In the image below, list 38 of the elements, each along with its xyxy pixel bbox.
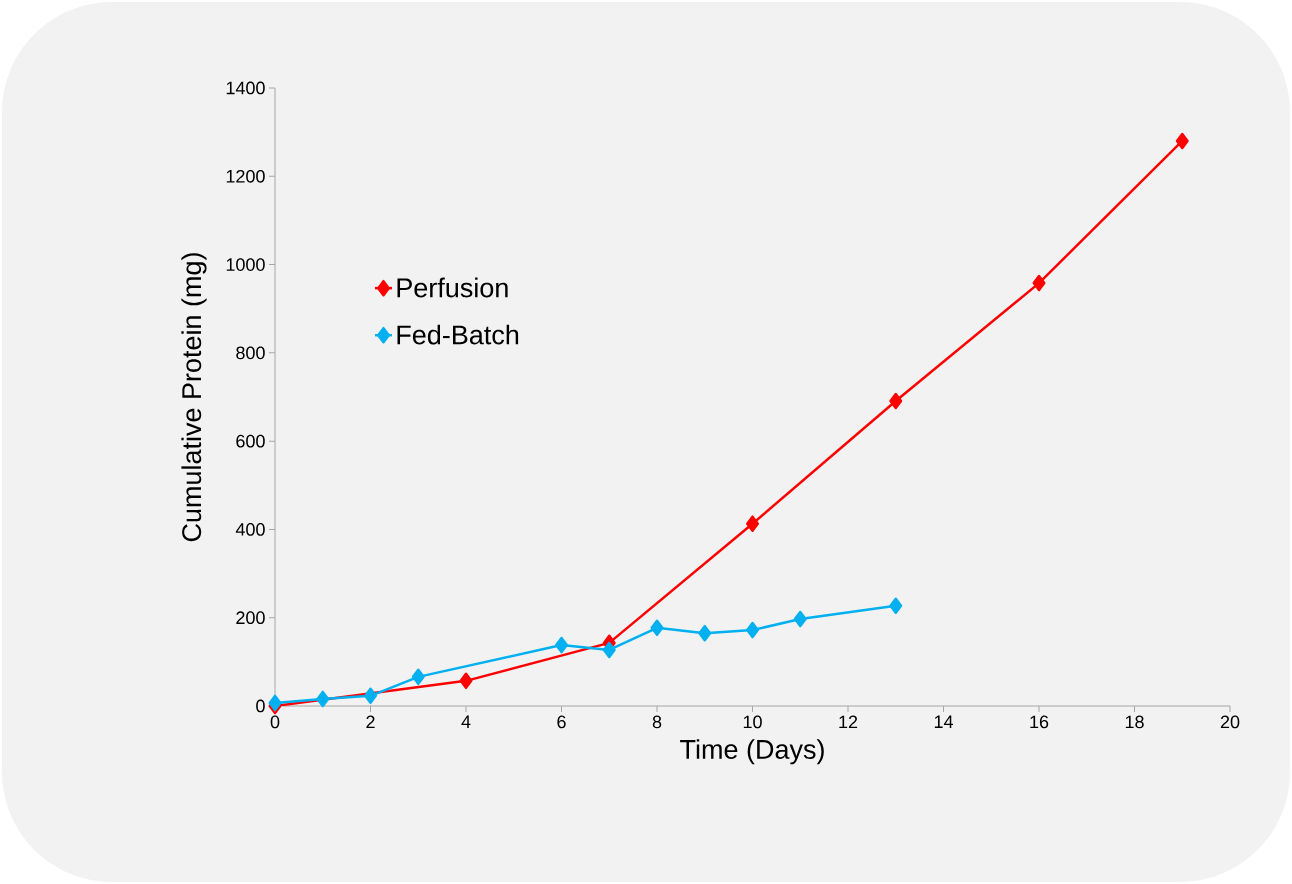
point bbox=[1175, 132, 1189, 150]
y-tick-label: 0 bbox=[256, 699, 265, 713]
y-tick-label: 400 bbox=[235, 523, 265, 536]
point bbox=[602, 641, 616, 659]
point bbox=[364, 687, 378, 705]
point bbox=[746, 621, 760, 639]
point bbox=[889, 392, 903, 410]
point bbox=[746, 515, 760, 532]
y-tick-label: 1400 bbox=[226, 81, 265, 95]
point bbox=[1032, 274, 1046, 292]
x-tick-label: 10 bbox=[743, 715, 762, 729]
point bbox=[889, 597, 903, 615]
point bbox=[411, 668, 425, 686]
point bbox=[793, 610, 807, 628]
x-tick-label: 0 bbox=[270, 715, 280, 729]
point bbox=[650, 619, 664, 637]
x-tick-label: 8 bbox=[652, 715, 662, 729]
y-tick-label: 1200 bbox=[226, 169, 265, 183]
legend-label: Perfusion bbox=[397, 277, 508, 298]
y-tick-label: 1000 bbox=[226, 258, 265, 271]
x-axis-title: Time (Days) bbox=[680, 739, 824, 765]
x-tick-label: 18 bbox=[1125, 715, 1144, 729]
y-tick-label: 200 bbox=[236, 611, 265, 625]
x-tick-label: 4 bbox=[461, 715, 471, 728]
y-axis-title: Cumulative Protein (mg) bbox=[181, 253, 207, 542]
x-tick-label: 16 bbox=[1030, 715, 1049, 729]
x-tick-label: 2 bbox=[366, 715, 375, 729]
x-tick-label: 20 bbox=[1220, 715, 1240, 729]
legend-label: Fed-Batch bbox=[397, 324, 519, 345]
x-tick-label: 12 bbox=[839, 715, 858, 729]
x-tick-label: 6 bbox=[557, 715, 566, 729]
point bbox=[555, 636, 569, 654]
y-tick-label: 600 bbox=[236, 434, 265, 448]
y-tick-label: 800 bbox=[236, 346, 265, 360]
point bbox=[698, 624, 712, 642]
point bbox=[459, 672, 473, 690]
x-tick-label: 14 bbox=[934, 715, 953, 728]
point bbox=[316, 690, 330, 708]
